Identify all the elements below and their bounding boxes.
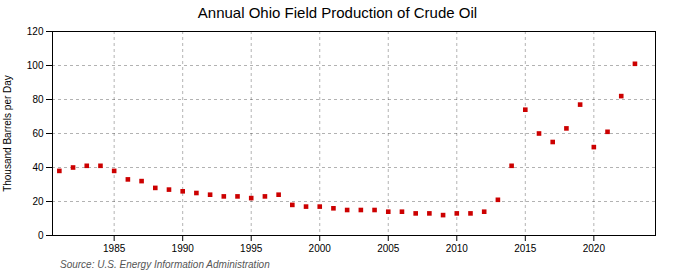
svg-text:80: 80	[32, 94, 44, 105]
html-text:Source: U.S. Energy Informatio: Source: U.S. Energy Information Administ…	[60, 259, 270, 270]
svg-text:1995: 1995	[240, 243, 263, 254]
svg-text:2020: 2020	[583, 243, 606, 254]
svg-text:1985: 1985	[103, 243, 126, 254]
svg-text:Thousand Barrels per Day: Thousand Barrels per Day	[2, 75, 13, 192]
svg-text:2000: 2000	[309, 243, 332, 254]
svg-text:2015: 2015	[514, 243, 537, 254]
svg-text:60: 60	[32, 128, 44, 139]
svg-text:1990: 1990	[172, 243, 195, 254]
svg-text:40: 40	[32, 162, 44, 173]
html-text:Annual Ohio Field Production o: Annual Ohio Field Production of Crude Oi…	[197, 4, 478, 21]
svg-text:100: 100	[27, 60, 44, 71]
svg-text:20: 20	[32, 196, 44, 207]
svg-text:120: 120	[27, 26, 44, 37]
svg-text:2010: 2010	[446, 243, 469, 254]
svg-text:0: 0	[38, 230, 44, 241]
svg-text:2005: 2005	[377, 243, 400, 254]
